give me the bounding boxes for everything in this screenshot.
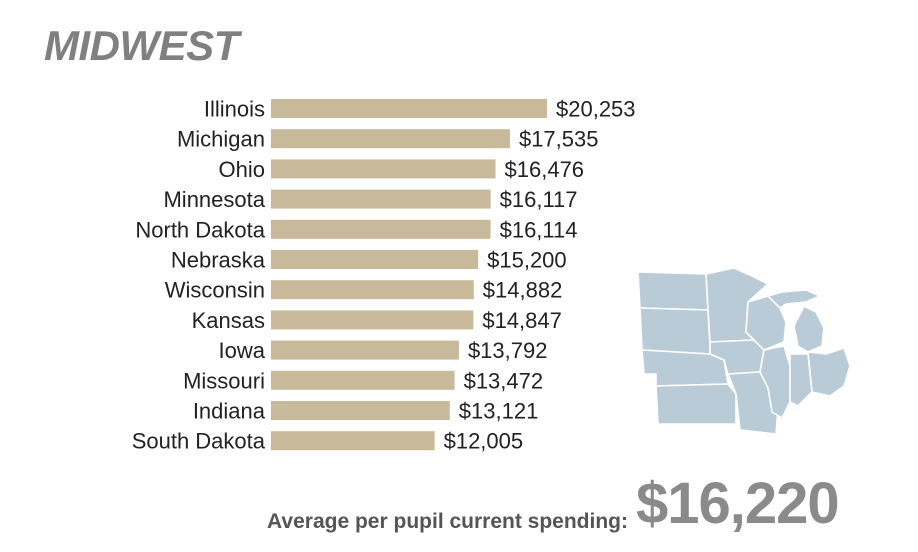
bar [271, 159, 496, 179]
midwest-map-icon [637, 267, 851, 435]
value-label: $13,121 [459, 399, 539, 424]
chart-title: MIDWEST [44, 22, 239, 69]
bar [271, 401, 450, 420]
average-footer: Average per pupil current spending: $16,… [0, 468, 918, 538]
map-state-michigan-lower [793, 305, 825, 353]
bar [271, 99, 547, 118]
value-label: $15,200 [487, 248, 567, 273]
value-label: $16,114 [500, 217, 578, 242]
value-label: $14,882 [483, 278, 563, 303]
value-label: $13,472 [464, 368, 544, 393]
bar [271, 310, 474, 330]
average-label: Average per pupil current spending: [267, 510, 628, 533]
category-label: Indiana [193, 399, 266, 424]
bar [271, 280, 474, 300]
value-label: $17,535 [519, 127, 599, 152]
map-state-kansas [655, 383, 737, 425]
average-value: $16,220 [636, 471, 840, 536]
category-label: Iowa [219, 338, 266, 363]
category-label: North Dakota [135, 217, 265, 242]
category-label: Nebraska [171, 248, 266, 273]
map-state-north-dakota [637, 271, 709, 311]
value-label: $16,117 [500, 187, 578, 212]
value-label: $16,476 [505, 157, 585, 182]
bar [271, 370, 455, 390]
value-label: $14,847 [482, 308, 562, 333]
bar [271, 189, 491, 209]
map-state-ohio [807, 347, 851, 397]
map-state-illinois [759, 345, 791, 419]
bar [271, 250, 479, 269]
bar [271, 129, 510, 149]
category-label: Kansas [192, 308, 265, 333]
category-label: Illinois [204, 97, 265, 122]
value-label: $12,005 [444, 429, 524, 454]
category-label: Ohio [219, 157, 265, 182]
map-state-michigan-upper [767, 289, 821, 309]
category-label: Minnesota [163, 187, 265, 212]
value-label: $13,792 [468, 338, 548, 363]
bar [271, 431, 435, 451]
category-label: South Dakota [132, 429, 266, 454]
bar [271, 340, 459, 360]
value-label: $20,253 [556, 97, 636, 122]
category-label: Michigan [177, 127, 265, 152]
category-label: Wisconsin [165, 278, 265, 303]
category-label: Missouri [183, 368, 265, 393]
map-state-south-dakota [639, 307, 711, 355]
bar [271, 219, 491, 239]
